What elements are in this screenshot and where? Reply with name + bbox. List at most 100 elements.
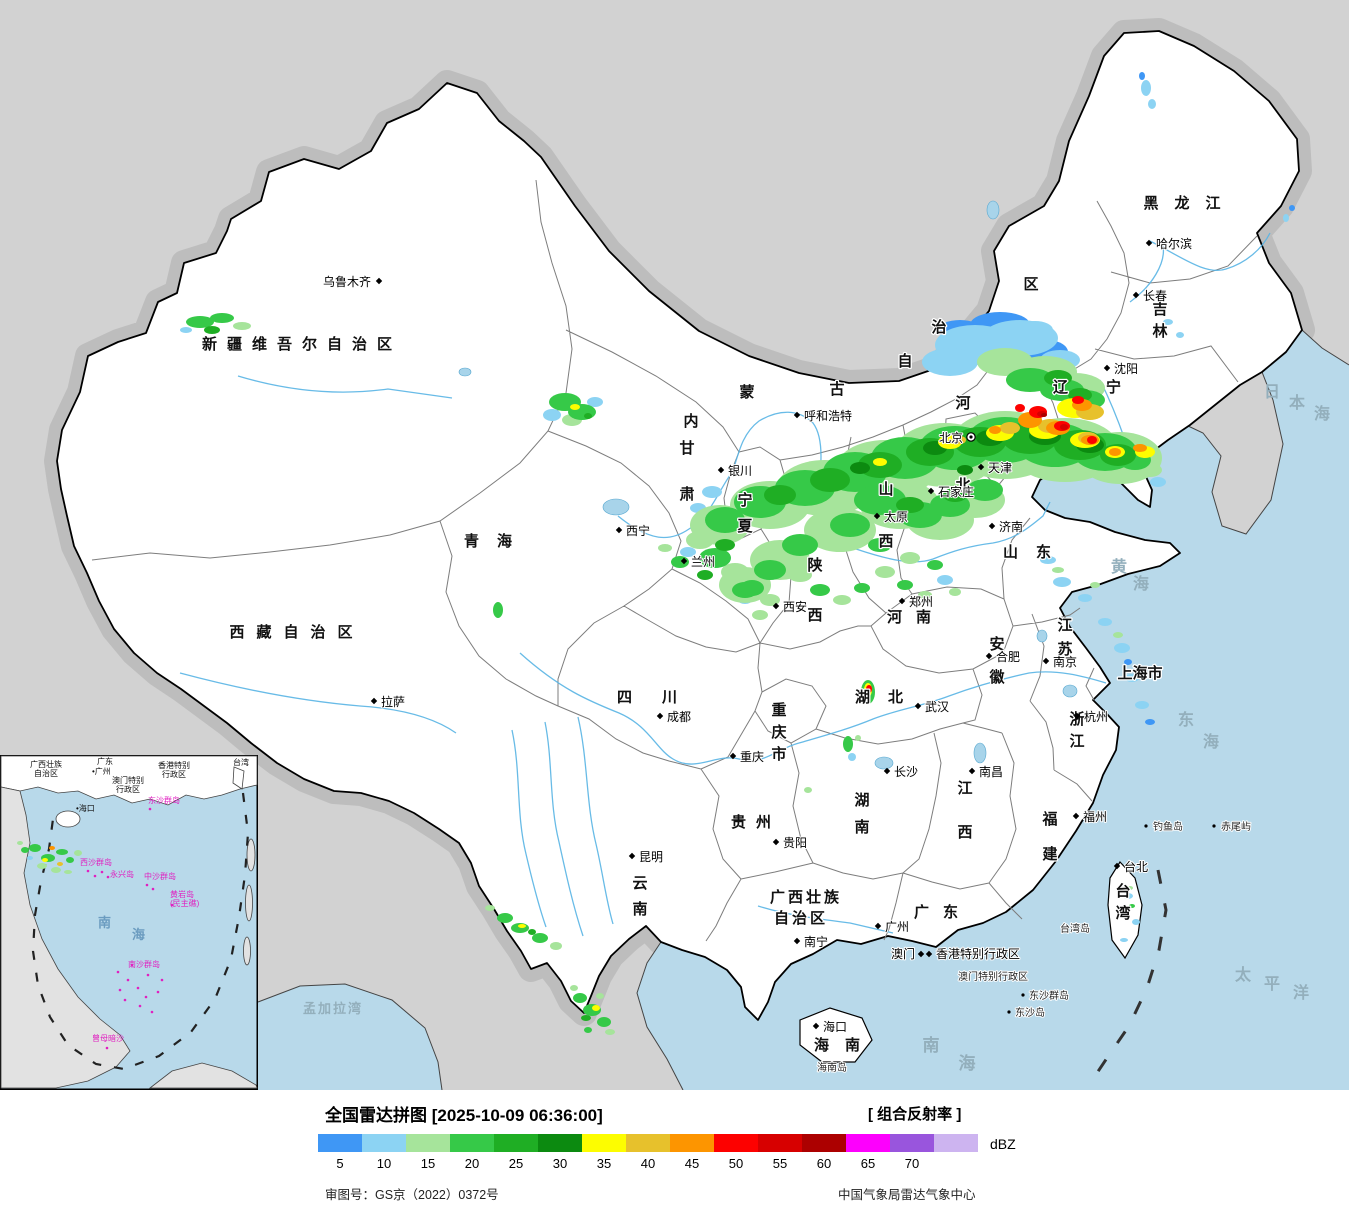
- radar-echo: [570, 985, 578, 991]
- province-label: 海南: [814, 1036, 876, 1054]
- city-label: 福州: [1083, 809, 1107, 824]
- radar-echo: [875, 566, 895, 578]
- qinghai-lake: [602, 498, 630, 516]
- province-label: 河南: [887, 608, 945, 626]
- radar-echo: [896, 497, 924, 513]
- radar-echo: [497, 913, 513, 923]
- pearl-river: [757, 905, 894, 934]
- city-marker: [1103, 364, 1111, 372]
- city-marker: [1145, 239, 1153, 247]
- province-label: 山西: [878, 481, 893, 550]
- radar-echo: [658, 544, 672, 552]
- city-label: 合肥: [996, 649, 1020, 664]
- sea-label: 南: [923, 1035, 940, 1055]
- province-label: 上海市: [1117, 664, 1162, 682]
- radar-echo-layer: [180, 72, 1295, 1035]
- inset-island-dot: [138, 1004, 142, 1008]
- province-label: 宁夏: [736, 491, 753, 535]
- inset-taiwan: [232, 766, 245, 790]
- inset-island-dot: [146, 973, 150, 977]
- inset-label: 自治区: [34, 768, 58, 778]
- radar-echo: [760, 594, 780, 606]
- inset-label: 黄岩岛: [170, 889, 194, 899]
- inset-label: 南沙群岛: [128, 959, 160, 969]
- city-label: 郑州: [909, 594, 933, 609]
- radar-echo: [1135, 701, 1149, 709]
- yangtze-river: [519, 652, 1107, 765]
- city-label: 石家庄: [938, 484, 974, 499]
- radar-echo: [51, 867, 61, 873]
- radar-echo: [1145, 719, 1155, 725]
- radar-echo: [518, 924, 526, 928]
- radar-echo: [1109, 448, 1121, 456]
- city-marker: [793, 411, 801, 419]
- radar-echo: [584, 1027, 592, 1033]
- inset-label: 西沙群岛: [80, 857, 112, 867]
- province-label: 治: [931, 318, 946, 336]
- radar-echo: [1040, 556, 1056, 564]
- legend-segment: [714, 1134, 758, 1152]
- radar-echo: [1053, 577, 1071, 587]
- radar-echo: [1141, 80, 1151, 96]
- province-label: 江西: [957, 779, 972, 841]
- inset-label: 澳门特别: [112, 775, 144, 785]
- legend-ticks: 5 10 15 20 25 30 35 40 45 50 55 60 65 70: [318, 1156, 934, 1171]
- city-marker: [793, 937, 801, 945]
- city-label: 广州: [885, 920, 909, 934]
- approval-number: 审图号：GS京（2022）0372号: [325, 1188, 499, 1202]
- city-marker: [1113, 862, 1121, 870]
- city-marker: [977, 463, 985, 471]
- russia-coastline: [1301, 329, 1349, 366]
- city-marker: [873, 512, 881, 520]
- city-label: 台北: [1124, 859, 1148, 874]
- province-label: 新疆维吾尔自治区: [202, 335, 402, 353]
- vietnam-coastline: [636, 941, 684, 1090]
- credit: 中国气象局雷达气象中心: [838, 1188, 976, 1202]
- radar-echo: [949, 588, 961, 596]
- city-marker: [656, 712, 664, 720]
- radar-echo: [1148, 99, 1156, 109]
- legend-segment: [582, 1134, 626, 1152]
- radar-echo: [596, 993, 604, 999]
- city-label: 西宁: [626, 523, 650, 538]
- city-label: 昆明: [639, 850, 663, 864]
- hainan-island: [799, 1007, 873, 1063]
- radar-echo: [587, 397, 603, 407]
- radar-echo: [900, 552, 920, 564]
- island-label: 东沙群岛: [1029, 989, 1069, 1002]
- legend-tick: 10: [376, 1156, 392, 1171]
- city-marker: [1072, 812, 1080, 820]
- inset-hainan: [55, 810, 81, 828]
- inset-island-dot: [105, 1046, 109, 1050]
- legend-segment: [406, 1134, 450, 1152]
- city-marker: [729, 752, 737, 760]
- city-marker: [874, 922, 882, 930]
- city-marker: [772, 838, 780, 846]
- sea-label: 黄: [1111, 557, 1127, 576]
- legend-bar: [318, 1134, 978, 1152]
- province-label: 四川: [617, 689, 707, 706]
- inset-island-dot: [123, 998, 127, 1002]
- radar-echo: [855, 735, 861, 741]
- inset-indochina: [0, 786, 131, 1089]
- island-label: 赤尾屿: [1221, 821, 1251, 833]
- inset-label-layer: 广西壮族自治区广东•广州香港特别行政区澳门特别行政区台湾•海口东沙群岛西沙群岛永…: [30, 756, 249, 1043]
- inset-island-dot: [144, 995, 148, 999]
- city-label: 贵阳: [783, 836, 807, 850]
- radar-echo: [1176, 332, 1184, 338]
- radar-echo: [868, 538, 892, 552]
- inset-island-dots: [86, 807, 174, 1050]
- province-label: 蒙: [739, 383, 754, 401]
- radar-echo: [532, 933, 548, 943]
- radar-echo: [810, 584, 830, 596]
- radar-echo: [64, 870, 72, 874]
- radar-echo: [954, 436, 966, 444]
- city-label: 南京: [1053, 654, 1077, 669]
- radar-echo: [1052, 567, 1064, 573]
- inset-label: •广州: [92, 766, 111, 776]
- city-label: 南昌: [979, 764, 1003, 779]
- province-label: 贵州: [731, 813, 781, 831]
- inset-borneo: [148, 1062, 258, 1089]
- radar-echo: [1163, 319, 1173, 325]
- radar-echo: [1124, 659, 1132, 665]
